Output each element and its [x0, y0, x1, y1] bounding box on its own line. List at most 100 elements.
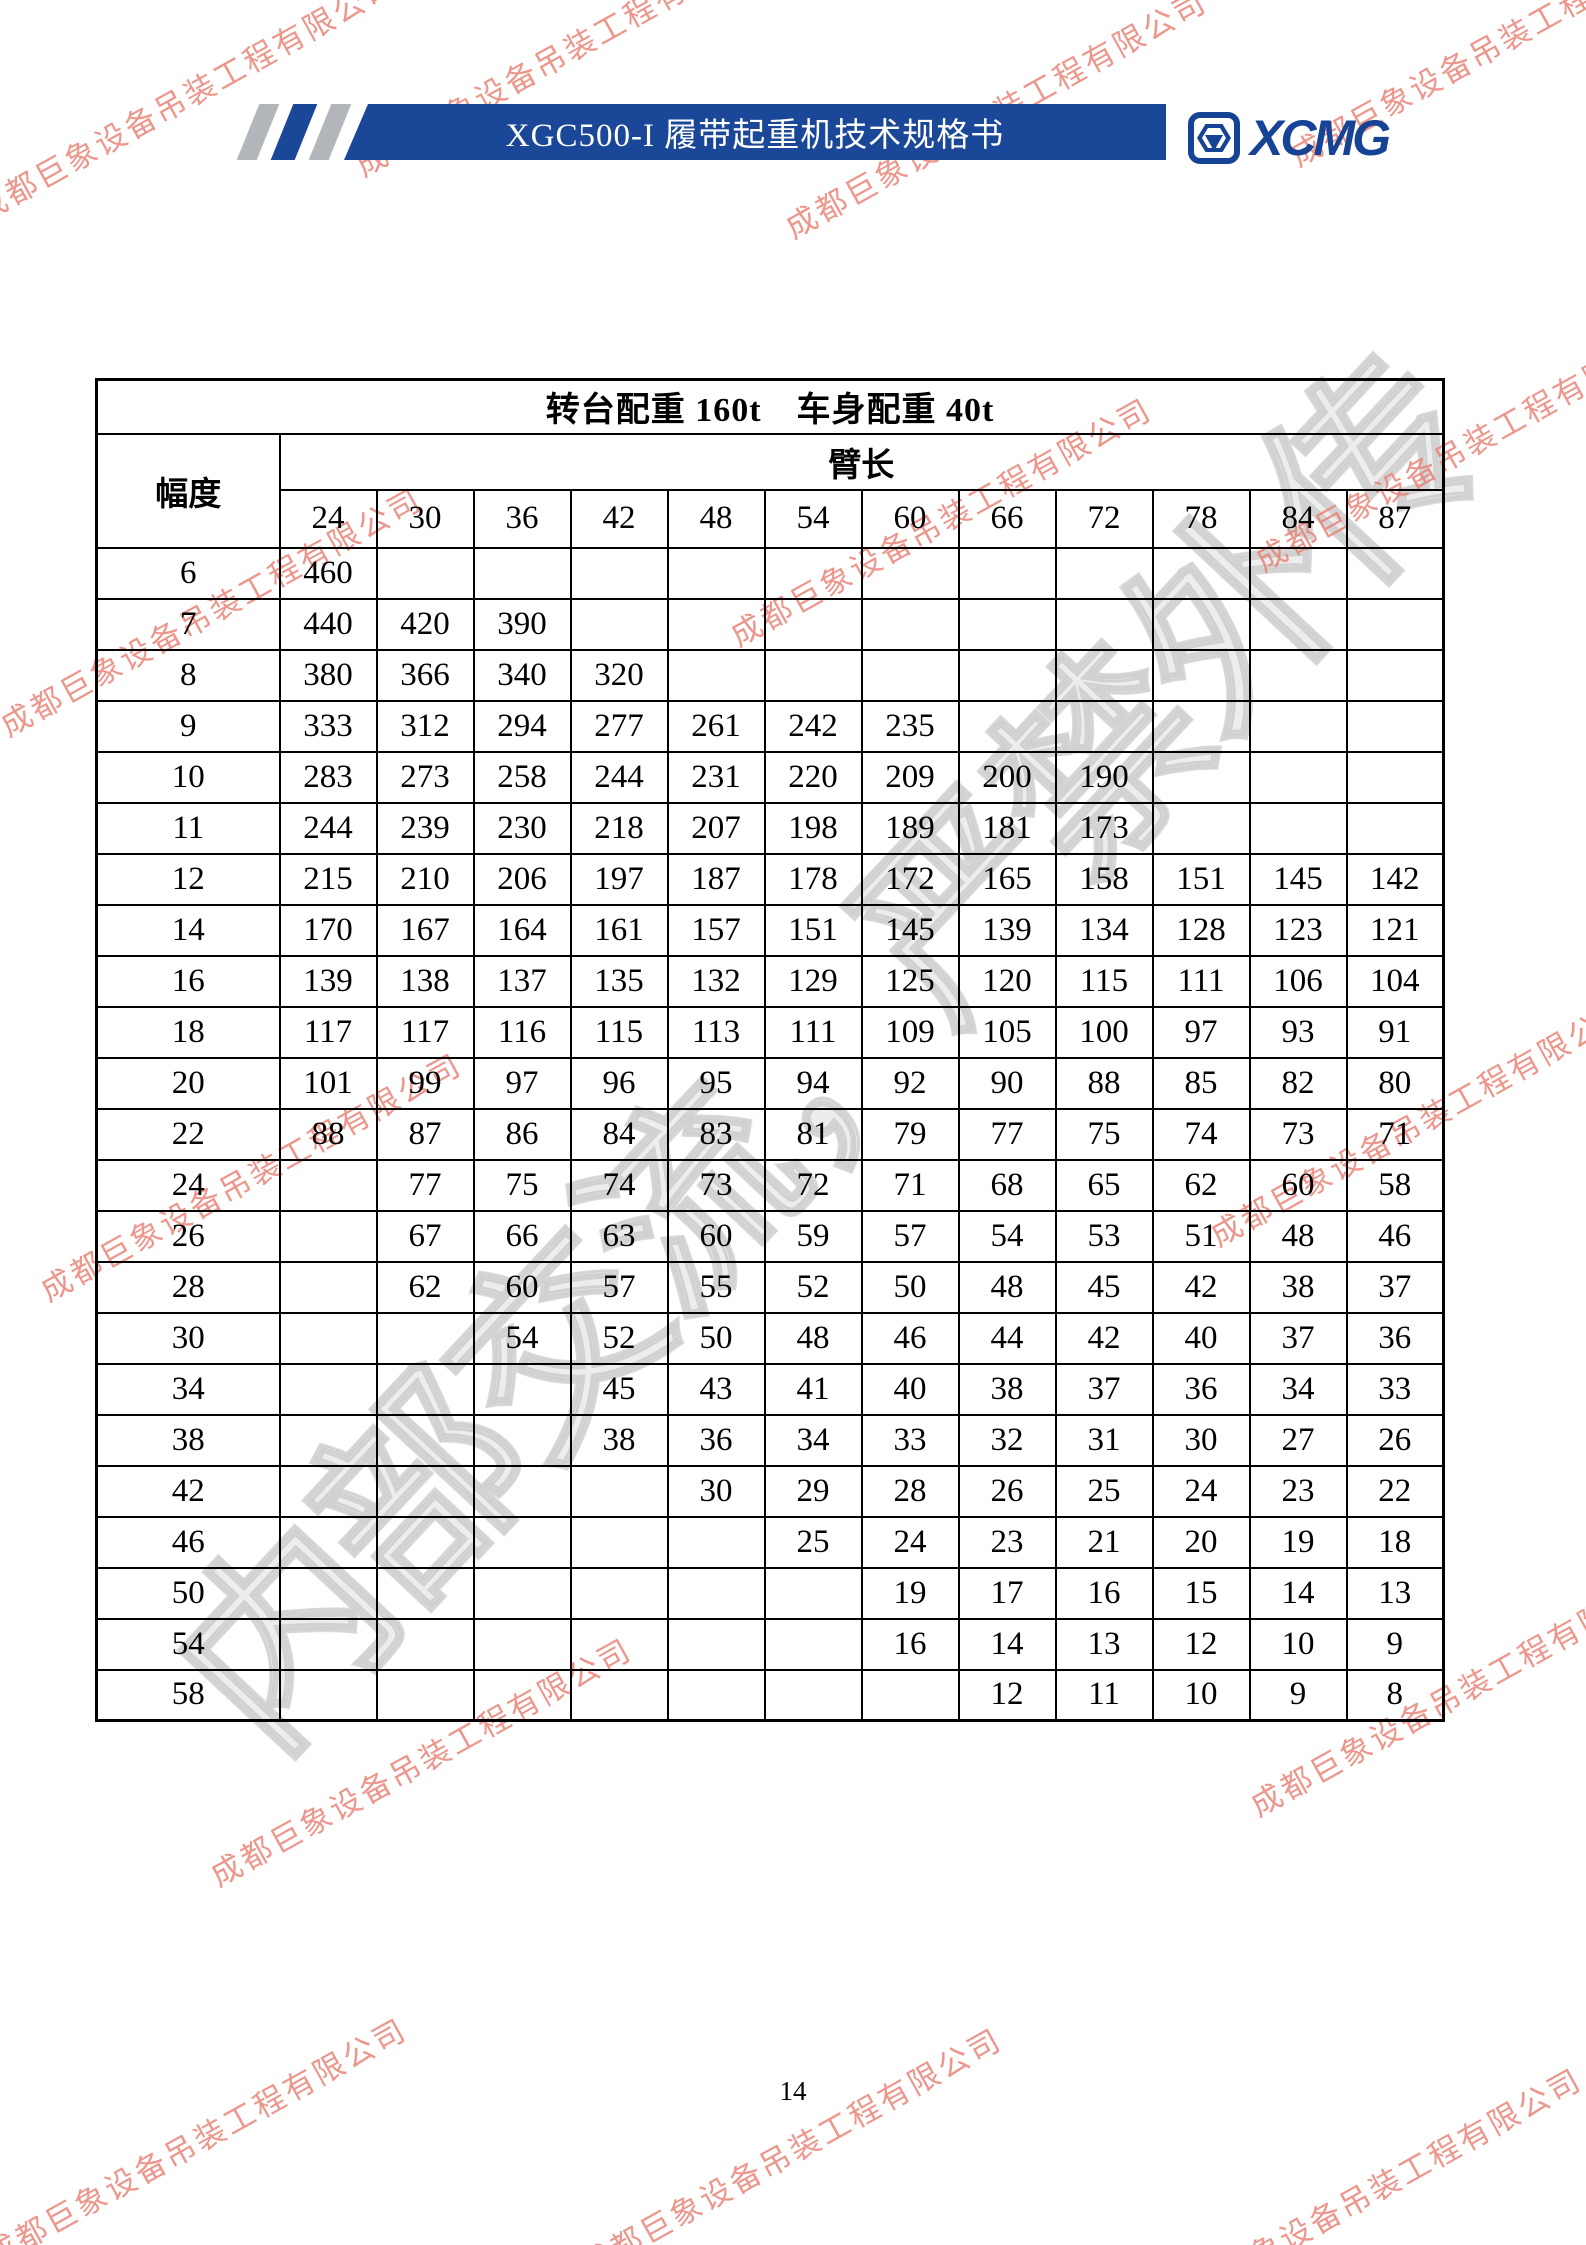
capacity-cell: [375, 546, 475, 600]
capacity-cell: 390: [472, 597, 572, 651]
capacity-cell: 187: [666, 852, 766, 906]
table-row: 42 30 29 28 26 25 24 23 22: [95, 1464, 1445, 1518]
capacity-cell: [278, 1260, 378, 1314]
capacity-cell: 42: [1151, 1260, 1251, 1314]
capacity-cell: [569, 1566, 669, 1620]
table-row: 22 88 87 86 84 83 81 79 77 75 74 73 71: [95, 1107, 1445, 1161]
capacity-cell: [278, 1515, 378, 1569]
capacity-cell: 109: [860, 1005, 960, 1059]
capacity-cell: 71: [860, 1158, 960, 1212]
capacity-cell: [666, 648, 766, 702]
capacity-cell: 100: [1054, 1005, 1154, 1059]
capacity-cell: 38: [957, 1362, 1057, 1416]
capacity-cell: 51: [1151, 1209, 1251, 1263]
capacity-cell: 60: [666, 1209, 766, 1263]
capacity-cell: [375, 1311, 475, 1365]
radius-cell: 24: [95, 1158, 281, 1212]
capacity-cell: [1151, 699, 1251, 753]
company-watermark: 成都巨象设备吊装工程有限公司: [0, 2011, 414, 2245]
capacity-cell: 312: [375, 699, 475, 753]
capacity-cell: 135: [569, 954, 669, 1008]
capacity-cell: 273: [375, 750, 475, 804]
capacity-cell: [763, 1617, 863, 1671]
capacity-cell: 13: [1345, 1566, 1445, 1620]
capacity-cell: 23: [1248, 1464, 1348, 1518]
capacity-cell: 190: [1054, 750, 1154, 804]
radius-cell: 58: [95, 1668, 281, 1722]
capacity-cell: 34: [1248, 1362, 1348, 1416]
capacity-cell: [763, 546, 863, 600]
capacity-cell: 63: [569, 1209, 669, 1263]
capacity-cell: 77: [375, 1158, 475, 1212]
capacity-cell: 231: [666, 750, 766, 804]
boom-length-value: 84: [1248, 488, 1348, 549]
capacity-cell: 37: [1345, 1260, 1445, 1314]
capacity-cell: 111: [763, 1005, 863, 1059]
capacity-cell: [375, 1464, 475, 1518]
capacity-cell: 151: [1151, 852, 1251, 906]
capacity-cell: 128: [1151, 903, 1251, 957]
capacity-cell: 25: [763, 1515, 863, 1569]
capacity-cell: [375, 1617, 475, 1671]
capacity-cell: [1345, 750, 1445, 804]
capacity-cell: 157: [666, 903, 766, 957]
capacity-cell: 91: [1345, 1005, 1445, 1059]
capacity-cell: 48: [1248, 1209, 1348, 1263]
table-row: 16 139 138 137 135 132 129 125 120 115 111 106 104: [95, 954, 1445, 1008]
capacity-cell: 460: [278, 546, 378, 600]
document-title: XGC500-I 履带起重机技术规格书: [505, 118, 1005, 154]
capacity-cell: [1248, 750, 1348, 804]
table-row: 20 101 99 97 96 95 94 92 90 88 85 82 80: [95, 1056, 1445, 1110]
capacity-cell: [1151, 597, 1251, 651]
capacity-cell: 161: [569, 903, 669, 957]
capacity-cell: 181: [957, 801, 1057, 855]
capacity-cell: [860, 648, 960, 702]
table-row: 6 460: [95, 546, 1445, 600]
capacity-cell: [278, 1464, 378, 1518]
capacity-cell: 96: [569, 1056, 669, 1110]
capacity-cell: 97: [1151, 1005, 1251, 1059]
capacity-cell: 41: [763, 1362, 863, 1416]
capacity-cell: 115: [569, 1005, 669, 1059]
capacity-cell: 142: [1345, 852, 1445, 906]
boom-length-header: 臂长: [278, 432, 1445, 491]
table-row: 50 19 17 16 15 14 13: [95, 1566, 1445, 1620]
capacity-cell: 72: [763, 1158, 863, 1212]
capacity-cell: [1054, 699, 1154, 753]
capacity-cell: 14: [1248, 1566, 1348, 1620]
capacity-cell: 294: [472, 699, 572, 753]
capacity-cell: 173: [1054, 801, 1154, 855]
capacity-cell: 94: [763, 1056, 863, 1110]
capacity-cell: [1345, 546, 1445, 600]
table-title-row: 转台配重 160t 车身配重 40t: [95, 378, 1445, 435]
page-header: XGC500-I 履带起重机技术规格书 XCMG: [0, 0, 1586, 230]
capacity-cell: 15: [1151, 1566, 1251, 1620]
capacity-cell: [472, 1515, 572, 1569]
capacity-cell: 65: [1054, 1158, 1154, 1212]
table-row: 12 215 210 206 197 187 178 172 165 158 151 145 142: [95, 852, 1445, 906]
capacity-cell: 55: [666, 1260, 766, 1314]
capacity-cell: 66: [472, 1209, 572, 1263]
capacity-cell: 244: [569, 750, 669, 804]
capacity-cell: 90: [957, 1056, 1057, 1110]
capacity-cell: [1345, 801, 1445, 855]
table-row: 18 117 117 116 115 113 111 109 105 100 97 93 91: [95, 1005, 1445, 1059]
capacity-cell: 14: [957, 1617, 1057, 1671]
capacity-cell: 92: [860, 1056, 960, 1110]
capacity-cell: [957, 699, 1057, 753]
boom-length-values-row: 24 30 36 42 48 54 60 66 72 78 84 87: [97, 488, 1445, 549]
capacity-cell: 244: [278, 801, 378, 855]
table-row: 14 170 167 164 161 157 151 145 139 134 128 123 121: [95, 903, 1445, 957]
capacity-cell: [1151, 750, 1251, 804]
capacity-cell: [666, 1566, 766, 1620]
capacity-cell: 13: [1054, 1617, 1154, 1671]
capacity-cell: 88: [1054, 1056, 1154, 1110]
radius-cell: 6: [95, 546, 281, 600]
capacity-cell: 40: [1151, 1311, 1251, 1365]
capacity-cell: [860, 546, 960, 600]
capacity-cell: [1054, 648, 1154, 702]
table-title: 转台配重 160t 车身配重 40t: [95, 378, 1445, 435]
capacity-cell: 115: [1054, 954, 1154, 1008]
capacity-cell: 68: [957, 1158, 1057, 1212]
capacity-cell: [1151, 801, 1251, 855]
